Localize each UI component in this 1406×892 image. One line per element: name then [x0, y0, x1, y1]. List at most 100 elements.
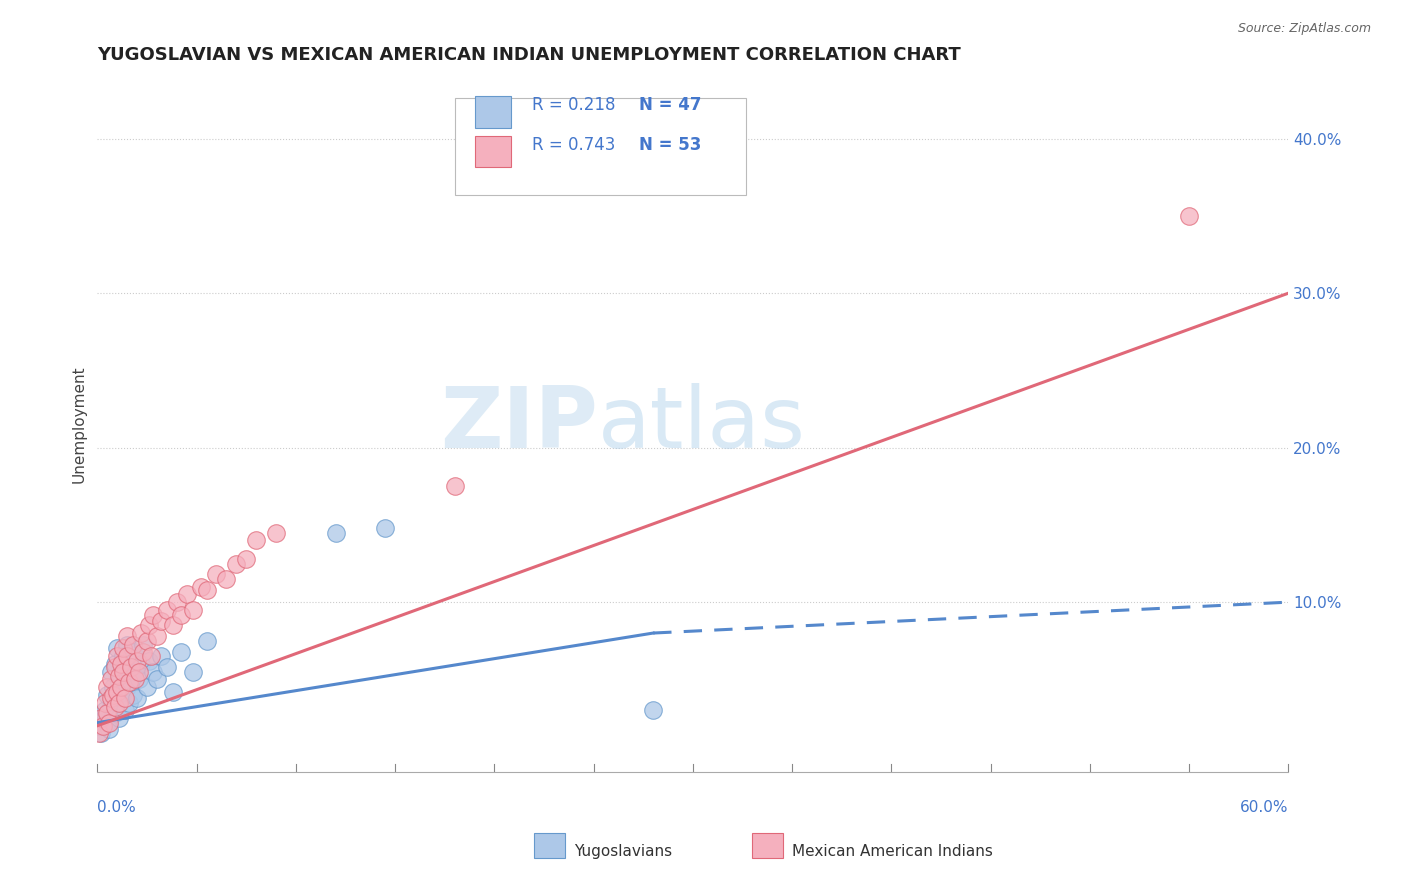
Point [225, 557, 247, 571]
Point [94, 696, 117, 710]
Point [105, 685, 128, 699]
Point [110, 690, 132, 705]
Text: atlas: atlas [598, 383, 806, 466]
Point [112, 641, 135, 656]
Point [195, 582, 218, 597]
Point [105, 649, 128, 664]
Point [96, 680, 118, 694]
Point [181, 603, 204, 617]
Text: YUGOSLAVIAN VS MEXICAN AMERICAN INDIAN UNEMPLOYMENT CORRELATION CHART: YUGOSLAVIAN VS MEXICAN AMERICAN INDIAN U… [97, 46, 962, 64]
Point [129, 657, 152, 671]
Point [264, 525, 287, 540]
Point [138, 618, 160, 632]
Point [374, 521, 396, 535]
Point [103, 688, 125, 702]
Point [112, 665, 135, 679]
Text: Yugoslavians: Yugoslavians [574, 845, 672, 859]
Point [96, 706, 118, 721]
Point [104, 706, 127, 721]
Point [132, 639, 155, 653]
Point [89, 719, 111, 733]
Point [110, 680, 132, 694]
Point [156, 603, 179, 617]
FancyBboxPatch shape [475, 96, 510, 128]
Text: Source: ZipAtlas.com: Source: ZipAtlas.com [1237, 22, 1371, 36]
Point [149, 614, 172, 628]
Point [115, 639, 138, 653]
Text: R = 0.743: R = 0.743 [531, 136, 616, 154]
Point [98, 715, 121, 730]
Point [104, 657, 127, 671]
Point [146, 629, 169, 643]
Point [110, 657, 132, 671]
Point [114, 690, 136, 705]
Point [443, 479, 465, 493]
Point [142, 665, 165, 679]
Point [120, 675, 142, 690]
Point [181, 665, 204, 679]
Point [166, 595, 188, 609]
Point [136, 633, 159, 648]
Point [235, 552, 257, 566]
Point [132, 644, 155, 658]
Point [114, 660, 136, 674]
Point [146, 673, 169, 687]
FancyBboxPatch shape [454, 98, 747, 195]
Point [124, 665, 146, 679]
Point [118, 654, 141, 668]
Point [91, 719, 114, 733]
Point [112, 685, 135, 699]
Point [96, 715, 118, 730]
Point [114, 703, 136, 717]
Point [170, 607, 193, 622]
Point [195, 633, 218, 648]
Point [176, 587, 198, 601]
Point [100, 665, 122, 679]
Point [125, 690, 148, 705]
Point [156, 660, 179, 674]
Point [142, 607, 165, 622]
Point [115, 680, 138, 694]
Point [122, 644, 145, 658]
Point [162, 685, 184, 699]
Point [108, 696, 131, 710]
Point [1178, 209, 1201, 223]
Point [104, 700, 127, 714]
Point [149, 649, 172, 664]
Point [103, 680, 125, 694]
Point [94, 703, 117, 717]
Point [643, 703, 665, 717]
Y-axis label: Unemployment: Unemployment [72, 366, 86, 483]
Text: R = 0.218: R = 0.218 [531, 96, 616, 114]
Point [100, 690, 122, 705]
Point [128, 673, 150, 687]
Point [91, 711, 114, 725]
Point [122, 639, 145, 653]
Point [205, 567, 228, 582]
Text: N = 47: N = 47 [640, 96, 702, 114]
Point [136, 680, 159, 694]
Text: 0.0%: 0.0% [97, 800, 136, 815]
Point [120, 660, 142, 674]
Point [118, 696, 141, 710]
Point [96, 688, 118, 702]
Point [105, 696, 128, 710]
Point [118, 675, 141, 690]
Point [105, 641, 128, 656]
Point [138, 654, 160, 668]
Point [108, 711, 131, 725]
Point [215, 572, 238, 586]
Point [124, 673, 146, 687]
Point [90, 711, 112, 725]
Point [108, 675, 131, 690]
Point [139, 649, 162, 664]
Point [110, 669, 132, 683]
Point [128, 665, 150, 679]
Text: 60.0%: 60.0% [1240, 800, 1288, 815]
Text: ZIP: ZIP [440, 383, 598, 466]
Point [170, 644, 193, 658]
Text: N = 53: N = 53 [640, 136, 702, 154]
Point [162, 618, 184, 632]
FancyBboxPatch shape [475, 136, 510, 168]
Point [245, 533, 267, 548]
